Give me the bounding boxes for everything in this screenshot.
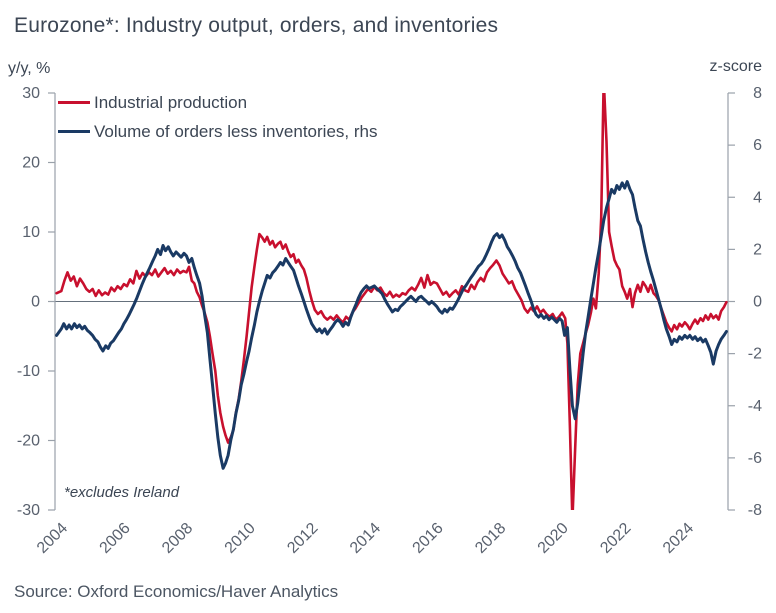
right-axis-tick-label: 6 xyxy=(753,137,762,154)
x-axis-tick-label: 2008 xyxy=(159,520,196,557)
right-axis-tick-label: 4 xyxy=(753,189,762,206)
x-axis-tick-label: 2014 xyxy=(347,520,384,557)
x-axis-tick-label: 2010 xyxy=(222,520,259,557)
right-axis-tick-label: 8 xyxy=(753,85,762,102)
legend-item-industrial-production: Industrial production xyxy=(58,88,377,117)
left-axis-tick-label: 30 xyxy=(22,85,40,102)
legend-label: Volume of orders less inventories, rhs xyxy=(94,121,378,141)
footnote-excludes-ireland: *excludes Ireland xyxy=(64,484,180,501)
series-line-volume-of-orders-less-inventories-rhs xyxy=(55,180,728,470)
left-axis-tick-label: 20 xyxy=(22,155,40,172)
x-axis-tick-label: 2004 xyxy=(34,520,71,557)
legend-label: Industrial production xyxy=(94,92,248,112)
series-group xyxy=(55,93,728,510)
x-axis-tick-label: 2006 xyxy=(97,520,134,557)
right-axis-tick-label: -6 xyxy=(748,450,762,467)
x-axis-tick-label: 2022 xyxy=(597,520,634,557)
right-axis-tick-label: -2 xyxy=(748,346,762,363)
left-axis-tick-label: -30 xyxy=(17,502,40,519)
left-axis-tick-label: 10 xyxy=(22,224,40,241)
right-axis-tick-label: -4 xyxy=(748,398,762,415)
x-axis-tick-label: 2020 xyxy=(535,520,572,557)
right-axis-unit-label: z-score xyxy=(709,58,762,75)
red-line-swatch xyxy=(58,100,90,105)
right-axis-tick-label: 2 xyxy=(753,241,762,258)
left-axis-tick-label: -10 xyxy=(17,363,40,380)
x-axis-tick-label: 2018 xyxy=(472,520,509,557)
legend: Industrial production Volume of orders l… xyxy=(58,88,377,146)
right-axis-tick-label: -8 xyxy=(748,502,762,519)
left-axis-tick-label: 0 xyxy=(31,294,40,311)
legend-item-orders-less-inventories: Volume of orders less inventories, rhs xyxy=(58,117,377,146)
source-line: Source: Oxford Economics/Haver Analytics xyxy=(14,582,339,601)
chart-title: Eurozone*: Industry output, orders, and … xyxy=(14,14,499,37)
series-line-industrial-production xyxy=(55,93,728,510)
x-axis-tick-label: 2012 xyxy=(284,520,321,557)
x-axis-tick-label: 2016 xyxy=(410,520,447,557)
blue-line-swatch xyxy=(58,129,90,134)
x-axis-tick-label: 2024 xyxy=(660,520,697,557)
left-axis-unit-label: y/y, % xyxy=(8,60,51,77)
right-axis-tick-label: 0 xyxy=(753,294,762,311)
left-axis-tick-label: -20 xyxy=(17,433,40,450)
